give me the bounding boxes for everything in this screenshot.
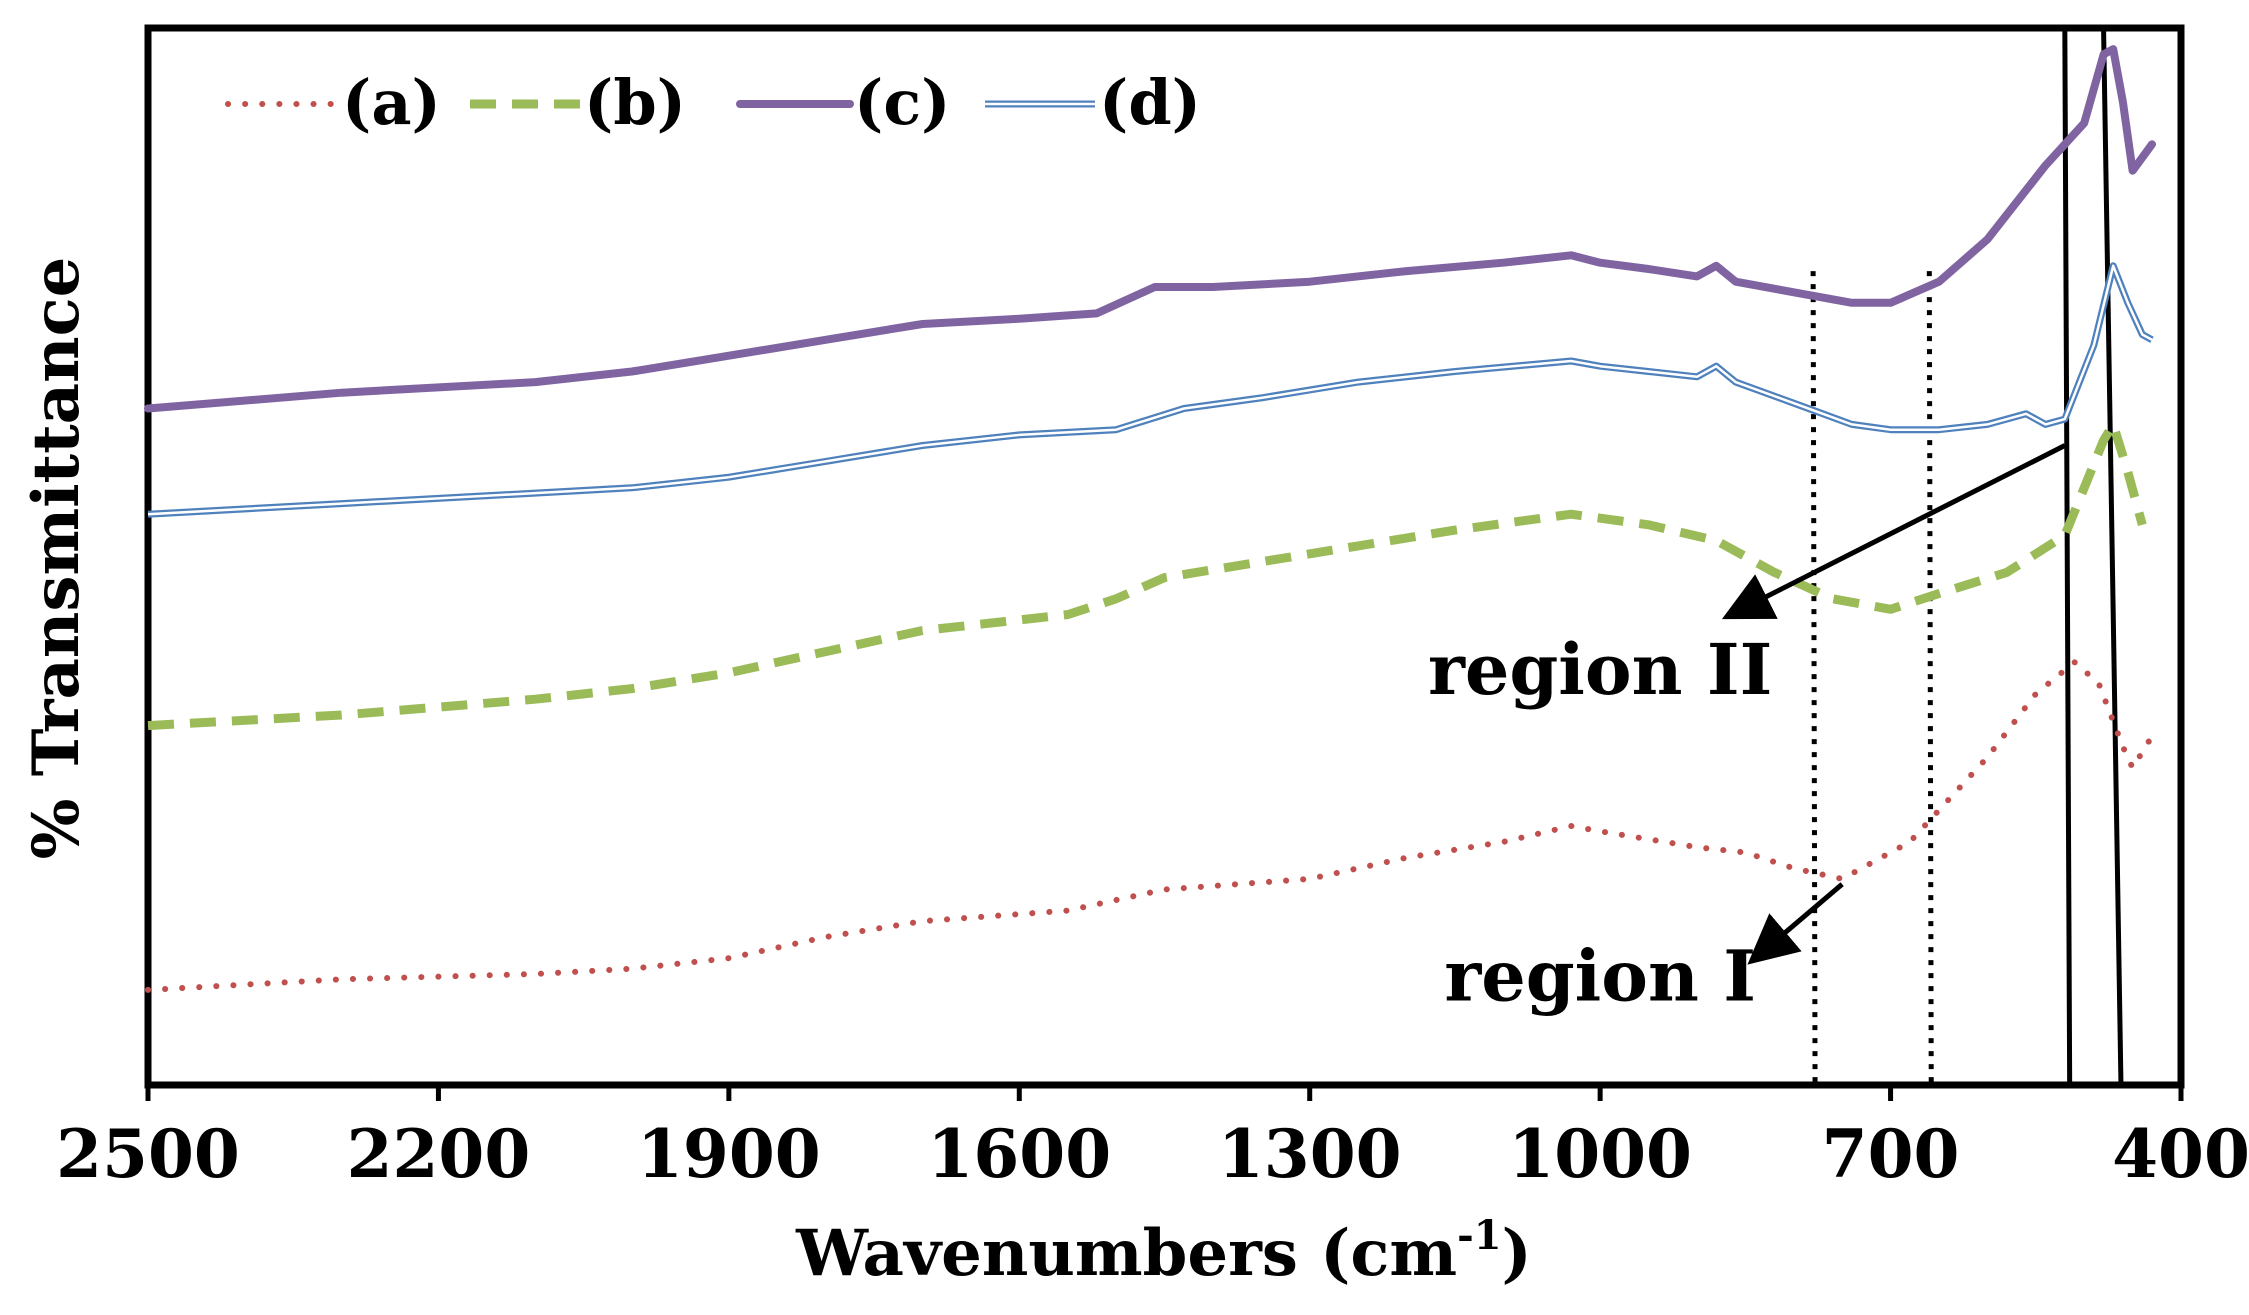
x-tick-label-400: 400 <box>2112 1115 2249 1193</box>
series-line-a <box>145 659 2155 993</box>
legend-label-c: (c) <box>854 66 950 139</box>
x-tick-label-1900: 1900 <box>637 1115 821 1193</box>
annotation-label-1: region II <box>1428 628 1772 711</box>
x-axis-title: Wavenumbers (cm-1) <box>795 1212 1532 1291</box>
plot-frame <box>144 24 2185 1089</box>
series-line-b <box>147 419 2147 731</box>
legend: (a) (b) (c) (d) <box>225 66 1201 139</box>
x-tick-label-1000: 1000 <box>1508 1115 1692 1193</box>
x-tick-label-1600: 1600 <box>927 1115 1111 1193</box>
reference-line-4 <box>2101 27 2124 1086</box>
x-axis-title-main: Wavenumbers (cm <box>795 1216 1457 1291</box>
series-line-d-inner <box>147 264 2153 516</box>
series-line-d <box>147 262 2154 518</box>
x-tick-label-1300: 1300 <box>1218 1115 1402 1193</box>
reference-line-1 <box>1810 271 1818 1086</box>
series-line-c <box>144 45 2156 413</box>
reference-line-2 <box>1926 271 1934 1086</box>
legend-label-d: (d) <box>1099 66 1201 139</box>
x-axis-ticks: 2500 2200 1900 1600 1300 1000 700 400 <box>56 1085 2249 1193</box>
x-axis-title-suffix: ) <box>1502 1216 1532 1291</box>
annotation-label-2: region I <box>1444 934 1756 1017</box>
legend-label-a: (a) <box>342 66 441 139</box>
y-axis-title: % Transmittance <box>19 257 94 860</box>
annotations: region II region I <box>1428 443 2066 1017</box>
reference-lines <box>1810 27 2124 1086</box>
reference-line-3 <box>2062 27 2073 1086</box>
x-axis-title-superscript: -1 <box>1457 1212 1501 1259</box>
x-tick-label-700: 700 <box>1822 1115 1960 1193</box>
legend-label-b: (b) <box>584 66 686 139</box>
x-tick-label-2200: 2200 <box>347 1115 531 1193</box>
annotation-arrow-2 <box>1747 882 1844 965</box>
series-layer <box>144 45 2156 993</box>
annotation-arrow-1 <box>1721 443 2066 620</box>
x-tick-label-2500: 2500 <box>56 1115 240 1193</box>
